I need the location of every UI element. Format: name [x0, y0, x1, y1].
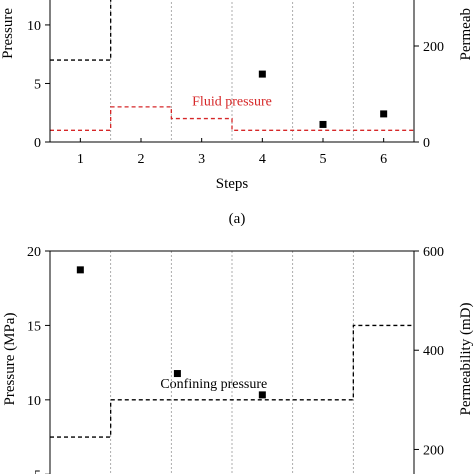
a-x-tick-label: 5 — [320, 152, 327, 167]
b-data-point — [258, 391, 266, 399]
chart-panel-b: 5 10 15 20 200 400 600 Confining pressure Pres… — [2, 245, 474, 474]
a-x-tick-label: 6 — [380, 152, 387, 167]
panel-b-annotations: Confining pressure — [160, 377, 267, 392]
a-x-tick-label: 2 — [138, 152, 145, 167]
b-data-point — [173, 370, 181, 378]
panel-b-frame — [49, 250, 415, 474]
panel-a-frame — [49, 0, 415, 143]
b-annotation: Confining pressure — [160, 377, 267, 392]
panel-a-y-axis-label-right: Permeab — [458, 8, 474, 60]
panel-b-ticks: 5 10 15 20 200 400 600 — [27, 245, 444, 474]
b-y-left-tick-label: 5 — [34, 468, 41, 474]
a-step-line — [50, 0, 112, 61]
panel-a-ticks: 0 5 10 0 200 1 2 3 4 5 6 — [27, 19, 444, 167]
panel-a-label: (a) — [229, 211, 246, 227]
panel-b-series — [50, 266, 414, 438]
a-y-left-tick-label: 0 — [34, 136, 41, 151]
panel-a-annotations: Fluid pressure — [192, 95, 272, 110]
chart-panel-a: 0 5 10 0 200 1 2 3 4 5 6 Fluid pressure Steps Pres… — [0, 0, 474, 227]
a-y-right-tick-label: 0 — [423, 136, 430, 151]
b-y-right-tick-label: 600 — [423, 245, 444, 260]
a-x-tick-label: 4 — [259, 152, 266, 167]
b-y-right-tick-label: 400 — [423, 344, 444, 359]
a-data-point — [258, 70, 266, 78]
panel-b-y-axis-label-left: Pressure (MPa) — [2, 313, 18, 406]
a-x-tick-label: 3 — [198, 152, 205, 167]
b-y-left-tick-label: 20 — [27, 245, 41, 260]
a-y-right-tick-label: 200 — [423, 40, 444, 55]
a-data-point — [380, 110, 388, 118]
panel-a-x-axis-label: Steps — [216, 176, 249, 192]
b-y-left-tick-label: 10 — [27, 394, 41, 409]
b-y-left-tick-label: 15 — [27, 319, 41, 334]
panel-b-grid — [110, 251, 354, 474]
panel-b-y-axis-label-right: Permeability (mD) — [458, 303, 474, 416]
a-annotation: Fluid pressure — [192, 95, 272, 110]
a-y-left-tick-label: 5 — [34, 77, 41, 92]
a-data-point — [319, 120, 327, 128]
panel-a-series — [50, 0, 414, 131]
a-y-left-tick-label: 10 — [27, 19, 41, 34]
b-step-line — [50, 324, 414, 438]
b-data-point — [76, 266, 84, 274]
panel-a-y-axis-label-left: Pressure — [0, 8, 16, 59]
a-x-tick-label: 1 — [77, 152, 84, 167]
a-series-fluid-pressure — [50, 106, 414, 131]
b-y-right-tick-label: 200 — [423, 443, 444, 458]
